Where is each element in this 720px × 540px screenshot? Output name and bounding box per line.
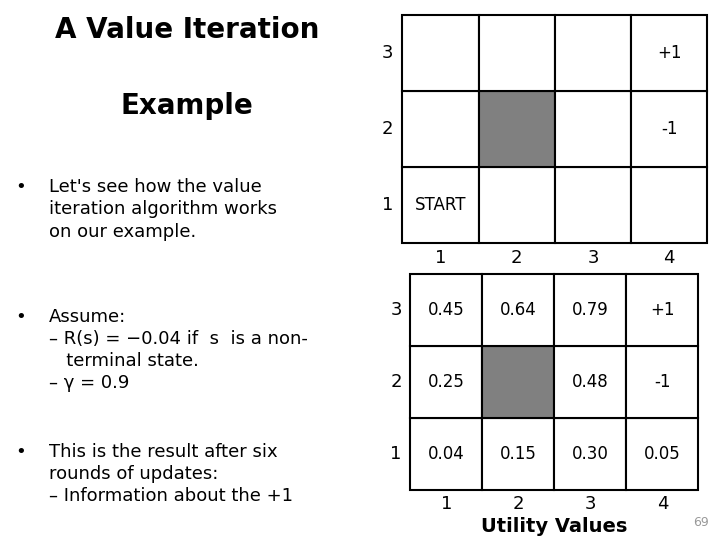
Bar [482, 417, 554, 490]
Text: Example: Example [121, 92, 253, 120]
Bar [555, 91, 631, 167]
Text: 1: 1 [390, 444, 402, 463]
Text: 4: 4 [657, 495, 668, 514]
Text: 4: 4 [663, 249, 675, 267]
Bar [479, 91, 555, 167]
Bar [402, 15, 479, 91]
Text: 0.25: 0.25 [428, 373, 465, 390]
Bar [479, 15, 555, 91]
Text: 0.45: 0.45 [428, 301, 465, 319]
Text: 2: 2 [382, 120, 393, 138]
Bar [555, 15, 631, 91]
Bar [482, 274, 554, 346]
Text: •: • [15, 308, 26, 326]
Text: 0.48: 0.48 [572, 373, 609, 390]
Bar [410, 274, 482, 346]
Text: 69: 69 [693, 516, 709, 529]
Bar [631, 91, 707, 167]
Bar [410, 346, 482, 417]
Bar [402, 167, 479, 244]
Text: 0.79: 0.79 [572, 301, 609, 319]
Text: -1: -1 [661, 120, 678, 138]
Text: START: START [415, 196, 467, 214]
Text: 3: 3 [588, 249, 599, 267]
Bar [402, 91, 479, 167]
Bar [479, 167, 555, 244]
Text: •: • [15, 178, 26, 196]
Text: 2: 2 [513, 495, 524, 514]
Bar [631, 167, 707, 244]
Bar [631, 15, 707, 91]
Text: +1: +1 [657, 44, 681, 62]
Text: •: • [15, 443, 26, 461]
Bar [626, 274, 698, 346]
Bar [554, 346, 626, 417]
Bar [555, 167, 631, 244]
Text: 1: 1 [435, 249, 446, 267]
Text: This is the result after six
rounds of updates:
– Information about the +1: This is the result after six rounds of u… [49, 443, 292, 505]
Bar [554, 274, 626, 346]
Bar [626, 346, 698, 417]
Bar [554, 417, 626, 490]
Text: 3: 3 [585, 495, 596, 514]
Text: 1: 1 [441, 495, 452, 514]
Text: 2: 2 [511, 249, 523, 267]
Text: -1: -1 [654, 373, 670, 390]
Text: 0.05: 0.05 [644, 444, 681, 463]
Text: 0.04: 0.04 [428, 444, 465, 463]
Bar [410, 417, 482, 490]
Text: A Value Iteration: A Value Iteration [55, 16, 320, 44]
Text: Assume:
– R(s) = −0.04 if  s  is a non-
   terminal state.
– γ = 0.9: Assume: – R(s) = −0.04 if s is a non- te… [49, 308, 307, 393]
Text: 3: 3 [382, 44, 393, 62]
Text: Let's see how the value
iteration algorithm works
on our example.: Let's see how the value iteration algori… [49, 178, 276, 241]
Text: Utility Values: Utility Values [481, 517, 628, 536]
Text: 0.64: 0.64 [500, 301, 537, 319]
Text: 1: 1 [382, 196, 393, 214]
Text: 0.30: 0.30 [572, 444, 609, 463]
Bar [626, 417, 698, 490]
Bar [482, 346, 554, 417]
Text: +1: +1 [650, 301, 675, 319]
Text: 0.15: 0.15 [500, 444, 537, 463]
Text: 2: 2 [390, 373, 402, 390]
Text: 3: 3 [390, 301, 402, 319]
